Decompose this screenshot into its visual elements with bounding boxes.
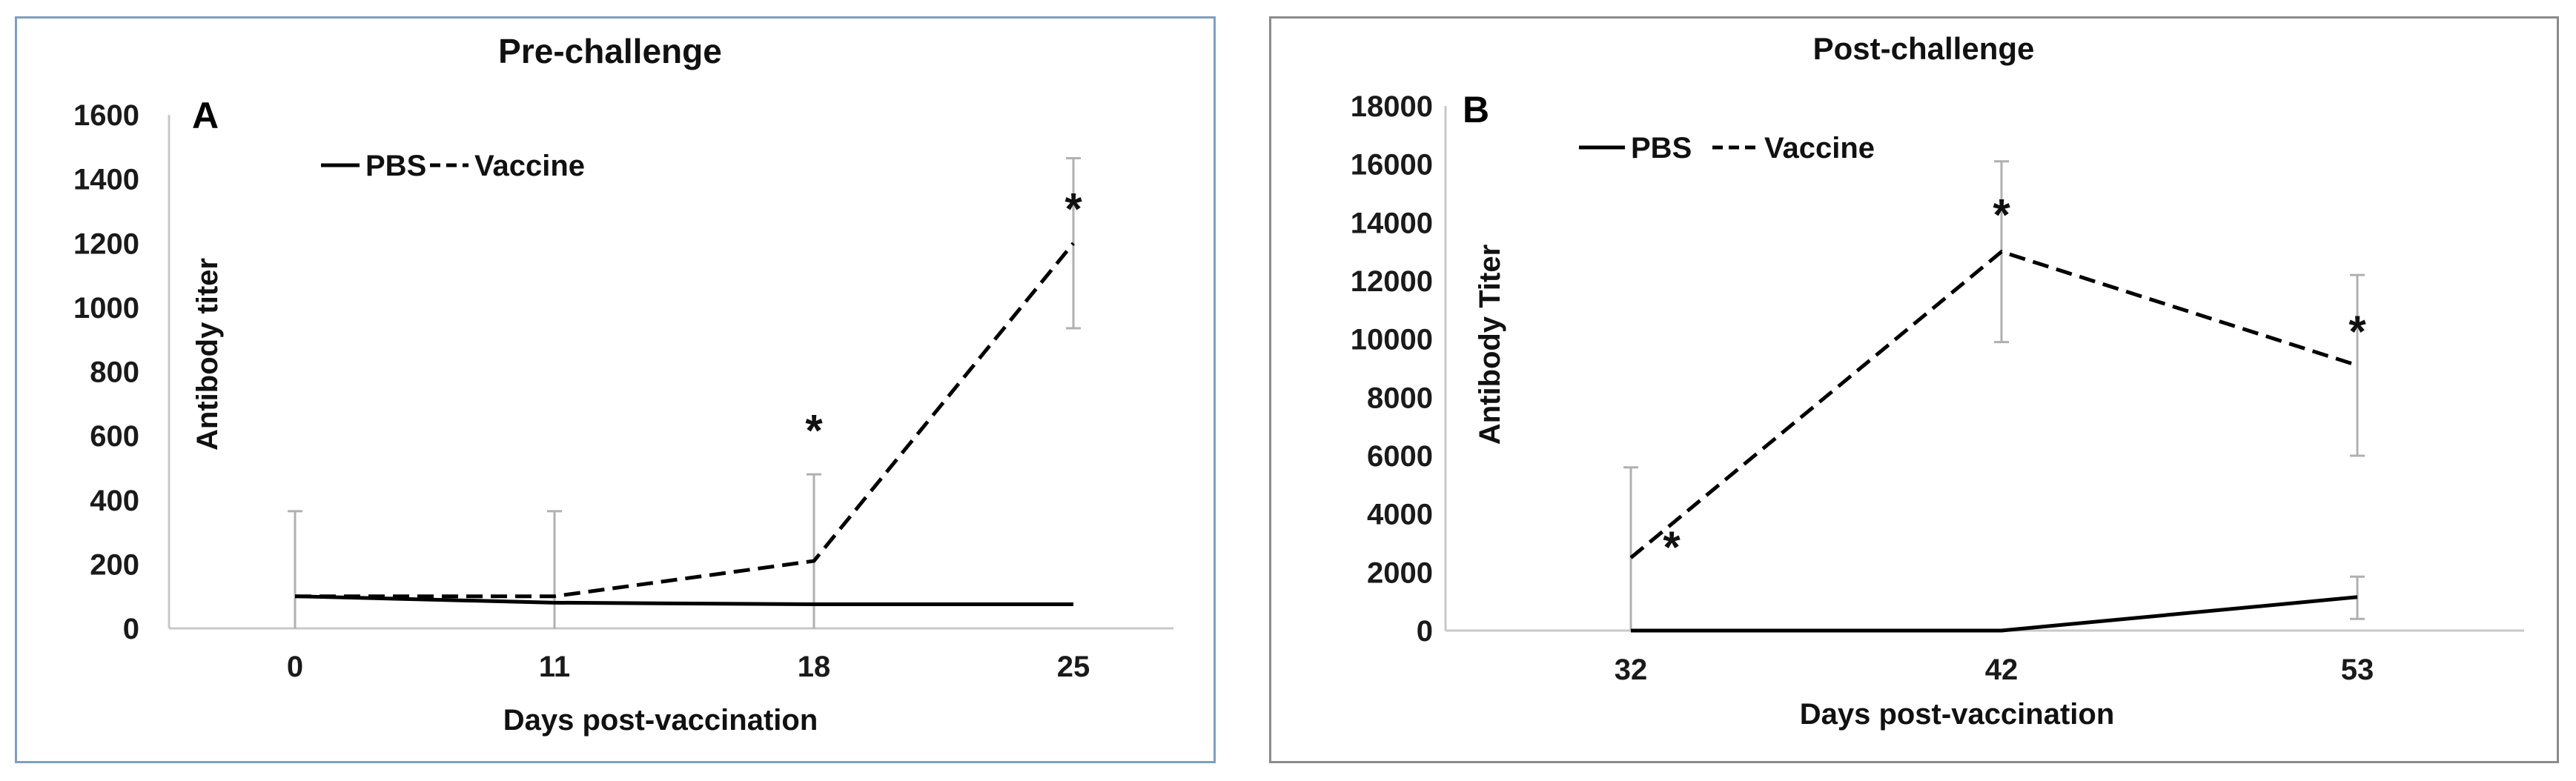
y-axis-label: Antibody Titer: [1474, 245, 1506, 445]
y-tick-label: 8000: [1367, 382, 1433, 414]
y-axis-label: Antibody titer: [191, 258, 224, 451]
x-tick-label: 11: [539, 651, 570, 683]
series-line-pbs: [294, 594, 1073, 607]
x-tick-label: 53: [2341, 654, 2374, 686]
x-tick-label: 42: [1985, 654, 2019, 686]
y-tick-label: 800: [90, 356, 139, 389]
panel-letter: A: [192, 95, 219, 136]
y-tick-label: 1600: [73, 99, 139, 132]
y-tick-label: 4000: [1367, 499, 1433, 531]
significance-marker: *: [2348, 307, 2366, 356]
series-line-pbs: [1631, 595, 2358, 633]
legend-label-vaccine: Vaccine: [1764, 132, 1875, 164]
y-tick-label: 600: [90, 420, 139, 453]
y-tick-label: 12000: [1351, 265, 1433, 298]
y-tick-label: 6000: [1367, 440, 1433, 473]
significance-marker: *: [805, 405, 823, 455]
y-tick-label: 1400: [73, 164, 139, 196]
y-tick-label: 1200: [73, 227, 139, 260]
significance-marker: *: [1663, 522, 1681, 572]
x-tick-label: 18: [798, 651, 831, 683]
y-tick-label: 2000: [1367, 556, 1433, 589]
panel-pre-challenge: Pre-challenge A Antibody titer Days post…: [15, 16, 1216, 763]
y-tick-label: 16000: [1351, 149, 1433, 182]
y-tick-label: 10000: [1351, 324, 1433, 356]
chart-title: Post-challenge: [1813, 31, 2035, 66]
series-line-vaccine: [295, 242, 1075, 599]
legend-label-vaccine: Vaccine: [474, 150, 585, 182]
y-tick-label: 0: [123, 613, 139, 645]
y-tick-label: 18000: [1351, 90, 1433, 123]
y-tick-label: 1000: [73, 292, 139, 325]
legend-label-pbs: PBS: [365, 150, 426, 182]
legend-label-pbs: PBS: [1631, 132, 1692, 164]
y-tick-label: 400: [90, 485, 139, 517]
significance-marker: *: [1993, 190, 2010, 240]
x-axis-label: Days post-vaccination: [503, 704, 818, 737]
x-tick-label: 32: [1615, 654, 1648, 686]
y-tick-label: 200: [90, 548, 139, 581]
chart-pre-challenge: Pre-challenge A Antibody titer Days post…: [73, 32, 1173, 737]
x-tick-label: 25: [1057, 651, 1090, 683]
y-tick-label: 14000: [1351, 207, 1433, 239]
panel-letter: B: [1463, 89, 1489, 130]
x-tick-label: 0: [287, 651, 303, 683]
panel-post-challenge: Post-challenge B Antibody Titer Days pos…: [1269, 16, 2559, 763]
y-tick-label: 0: [1417, 615, 1433, 648]
significance-marker: *: [1064, 185, 1082, 234]
series-line-vaccine: [1629, 250, 2358, 559]
x-axis-label: Days post-vaccination: [1800, 698, 2115, 731]
chart-title: Pre-challenge: [498, 32, 722, 70]
chart-post-challenge: Post-challenge B Antibody Titer Days pos…: [1351, 31, 2524, 731]
